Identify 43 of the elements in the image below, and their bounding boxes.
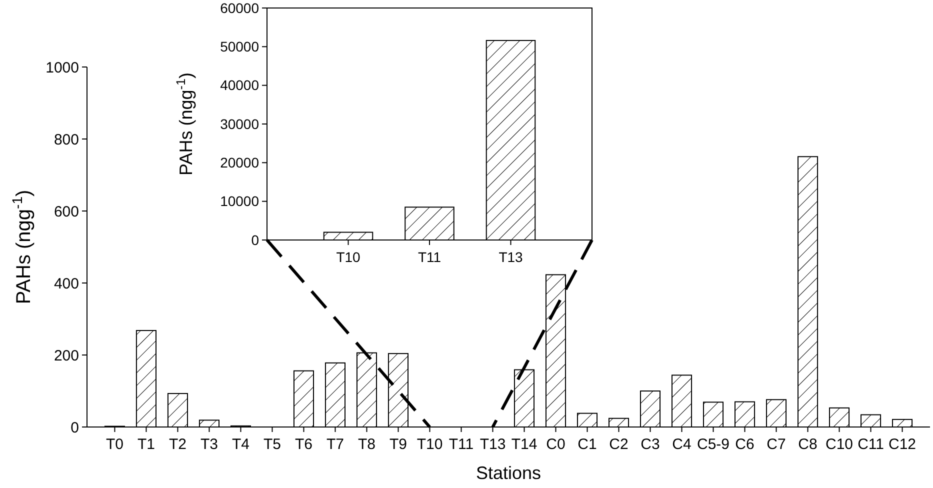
x-tick-label: C10 (826, 436, 854, 453)
x-tick-label: C1 (578, 436, 597, 453)
y-tick-label: 200 (54, 347, 79, 364)
y-tick-label: 600 (54, 203, 79, 220)
x-tick-label: C7 (766, 436, 786, 453)
x-tick-label: T9 (389, 436, 407, 453)
x-tick-label: T13 (480, 436, 506, 453)
y-tick-label: 10000 (220, 193, 260, 210)
x-tick-label: T11 (418, 249, 442, 265)
x-tick-label: C2 (609, 436, 628, 453)
x-tick-label: T14 (511, 436, 538, 453)
y-tick-label: 0 (70, 419, 79, 436)
x-tick-label: T10 (416, 436, 443, 453)
x-tick-label: T0 (106, 436, 124, 453)
x-tick-label: T13 (498, 249, 524, 265)
x-tick-label: C8 (798, 436, 818, 453)
y-tick-label: 20000 (220, 154, 260, 171)
x-tick-label: T1 (137, 436, 155, 453)
x-tick-label: T10 (336, 249, 361, 265)
x-tick-label: T8 (358, 436, 376, 453)
x-tick-label: T4 (232, 436, 250, 453)
x-tick-label: C3 (640, 436, 660, 453)
x-tick-label: C6 (735, 436, 754, 453)
x-tick-label: C11 (858, 436, 884, 453)
x-tick-label: T6 (294, 436, 312, 453)
x-tick-label: C4 (672, 436, 692, 453)
y-tick-label: 40000 (220, 77, 260, 94)
x-tick-label: T5 (263, 436, 281, 453)
y-tick-label: 60000 (220, 0, 260, 16)
y-tick-label: 50000 (220, 38, 260, 55)
x-tick-label: C12 (888, 436, 916, 453)
x-tick-label: T3 (200, 436, 218, 453)
x-tick-label: C5-9 (697, 436, 730, 453)
y-tick-label: 400 (54, 275, 79, 292)
y-tick-label: 1000 (46, 59, 79, 76)
x-tick-label: C0 (546, 436, 566, 453)
y-tick-label: 0 (251, 232, 260, 248)
y-tick-label: 800 (54, 131, 79, 148)
y-tick-label: 30000 (220, 116, 260, 132)
x-tick-label: T7 (326, 436, 344, 453)
x-tick-label: T2 (168, 436, 186, 453)
x-axis-title: Stations (476, 463, 542, 483)
x-tick-label: T11 (448, 436, 474, 453)
